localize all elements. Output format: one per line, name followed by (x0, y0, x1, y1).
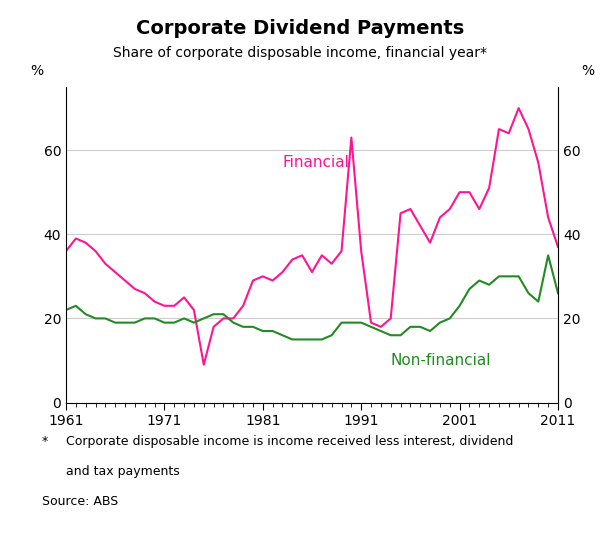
Text: %: % (30, 64, 43, 78)
Text: Financial: Financial (283, 155, 349, 170)
Text: Corporate disposable income is income received less interest, dividend: Corporate disposable income is income re… (66, 435, 514, 448)
Text: Corporate Dividend Payments: Corporate Dividend Payments (136, 19, 464, 38)
Text: Source: ABS: Source: ABS (42, 495, 118, 508)
Text: Non-financial: Non-financial (391, 353, 491, 368)
Text: *: * (42, 435, 48, 448)
Text: %: % (581, 64, 594, 78)
Text: and tax payments: and tax payments (66, 465, 180, 478)
Text: Share of corporate disposable income, financial year*: Share of corporate disposable income, fi… (113, 46, 487, 60)
